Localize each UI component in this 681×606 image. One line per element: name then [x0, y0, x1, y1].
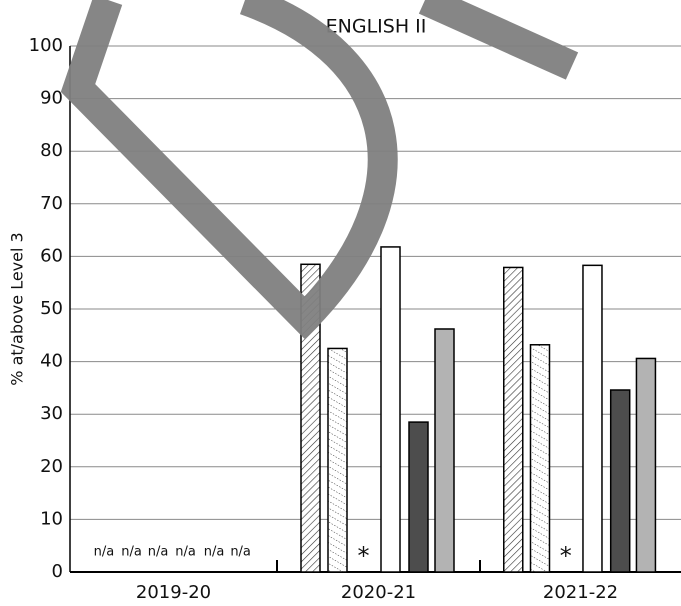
value-label: n/a — [230, 545, 251, 560]
x-tick-label: 2021-22 — [543, 582, 618, 603]
y-tick-label: 40 — [40, 351, 63, 372]
bar — [503, 266, 524, 573]
value-label: n/a — [94, 545, 115, 560]
value-label: * — [560, 542, 572, 570]
bar — [434, 328, 455, 573]
watermark — [60, 0, 579, 340]
bar — [408, 421, 429, 573]
value-label: * — [358, 542, 370, 570]
bar — [609, 389, 631, 573]
y-axis-label: % at/above Level 3 — [8, 232, 27, 385]
y-tick-label: 80 — [40, 140, 63, 161]
y-tick-label: 10 — [40, 508, 63, 529]
y-tick-label: 0 — [52, 561, 63, 582]
y-tick-label: 100 — [29, 35, 63, 56]
value-label: n/a — [204, 545, 225, 560]
bar — [582, 264, 603, 573]
y-tick-label: 90 — [40, 88, 63, 109]
value-label: n/a — [121, 545, 142, 560]
x-tick-label: 2020-21 — [341, 582, 416, 603]
bar — [300, 263, 321, 573]
value-label: n/a — [148, 545, 169, 560]
bar — [529, 344, 551, 573]
y-tick-label: 20 — [40, 456, 63, 477]
bar — [635, 357, 657, 573]
bar — [327, 347, 348, 573]
bar — [380, 246, 401, 573]
y-tick-label: 30 — [40, 403, 63, 424]
chart-title: ENGLISH II — [326, 16, 427, 38]
value-label: n/a — [175, 545, 196, 560]
y-tick-label: 70 — [40, 193, 63, 214]
y-tick-label: 60 — [40, 245, 63, 266]
y-tick-label: 50 — [40, 298, 63, 319]
x-tick-label: 2019-20 — [136, 582, 211, 603]
